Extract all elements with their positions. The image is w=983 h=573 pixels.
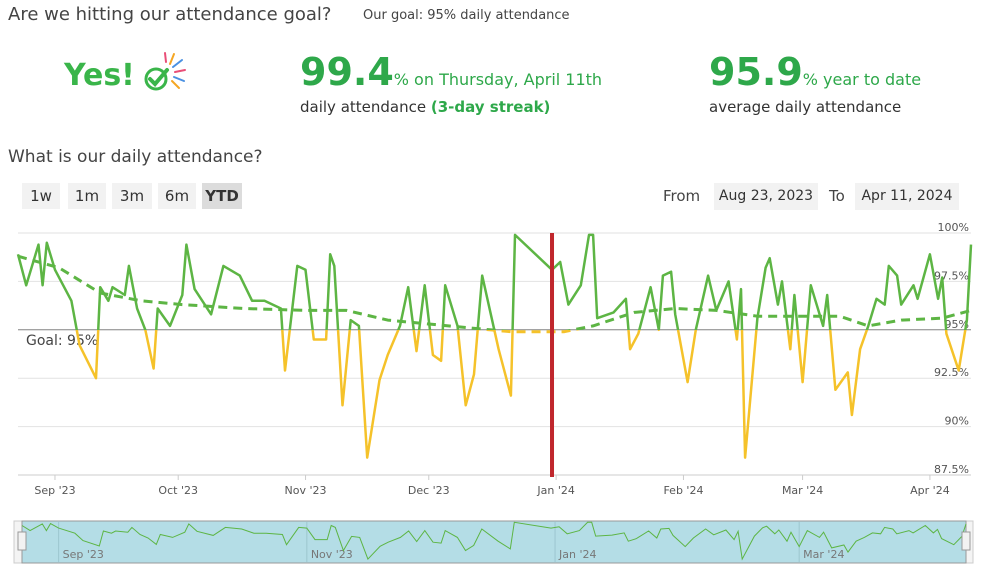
y-tick-label: 90%	[945, 415, 969, 428]
to-label: To	[829, 187, 845, 205]
range-button[interactable]: YTD	[202, 183, 242, 209]
latest-value: 99.4	[300, 50, 394, 94]
ytd-block: 95.9% year to date	[709, 50, 921, 94]
latest-suffix: % on Thursday, April 11th	[393, 70, 603, 89]
section-title: What is our daily attendance?	[8, 147, 263, 167]
attendance-line	[16, 233, 973, 459]
average-line	[17, 254, 972, 334]
page-title: Are we hitting our attendance goal?	[8, 4, 332, 25]
x-tick-label: Apr '24	[910, 484, 950, 497]
navigator-window	[21, 520, 967, 564]
to-date[interactable]: Apr 11, 2024	[855, 183, 959, 210]
navigator-tick-label: Nov '23	[311, 548, 353, 561]
y-tick-label: 87.5%	[934, 463, 969, 476]
x-tick-label: Dec '23	[408, 484, 450, 497]
y-tick-label: 92.5%	[934, 366, 969, 379]
range-button[interactable]: 3m	[112, 183, 152, 209]
navigator-handle[interactable]	[17, 531, 27, 551]
streak: (3-day streak)	[430, 98, 551, 116]
y-tick-label: 100%	[938, 221, 969, 234]
ytd-caption: average daily attendance	[709, 98, 902, 116]
navigator-tick-label: Mar '24	[803, 548, 844, 561]
celebration-icon	[144, 52, 186, 91]
y-tick-label: 95%	[945, 318, 969, 331]
y-tick-label: 97.5%	[934, 269, 969, 282]
ytd-value: 95.9	[709, 50, 803, 94]
x-tick-label: Oct '23	[158, 484, 198, 497]
from-label: From	[663, 187, 701, 205]
navigator-tick-label: Sep '23	[63, 548, 104, 561]
latest-caption: daily attendance	[300, 98, 427, 116]
x-tick-label: Sep '23	[34, 484, 75, 497]
range-button[interactable]: 6m	[158, 183, 196, 209]
goal-label: Goal: 95%	[26, 333, 98, 349]
status: Yes!	[64, 58, 135, 93]
x-tick-label: Mar '24	[782, 484, 823, 497]
from-date[interactable]: Aug 23, 2023	[714, 183, 818, 210]
ytd-suffix: % year to date	[802, 70, 922, 89]
latest-block: 99.4% on Thursday, April 11th	[300, 50, 602, 94]
goal-note: Our goal: 95% daily attendance	[363, 8, 570, 23]
x-tick-label: Nov '23	[285, 484, 327, 497]
x-tick-label: Jan '24	[536, 484, 574, 497]
navigator-tick-label: Jan '24	[558, 548, 596, 561]
navigator-handle[interactable]	[961, 531, 971, 551]
range-button[interactable]: 1m	[68, 183, 106, 209]
range-button[interactable]: 1w	[22, 183, 60, 209]
x-tick-label: Feb '24	[663, 484, 703, 497]
latest-caption-row: daily attendance (3-day streak)	[300, 98, 550, 116]
navigator-line	[21, 521, 967, 561]
